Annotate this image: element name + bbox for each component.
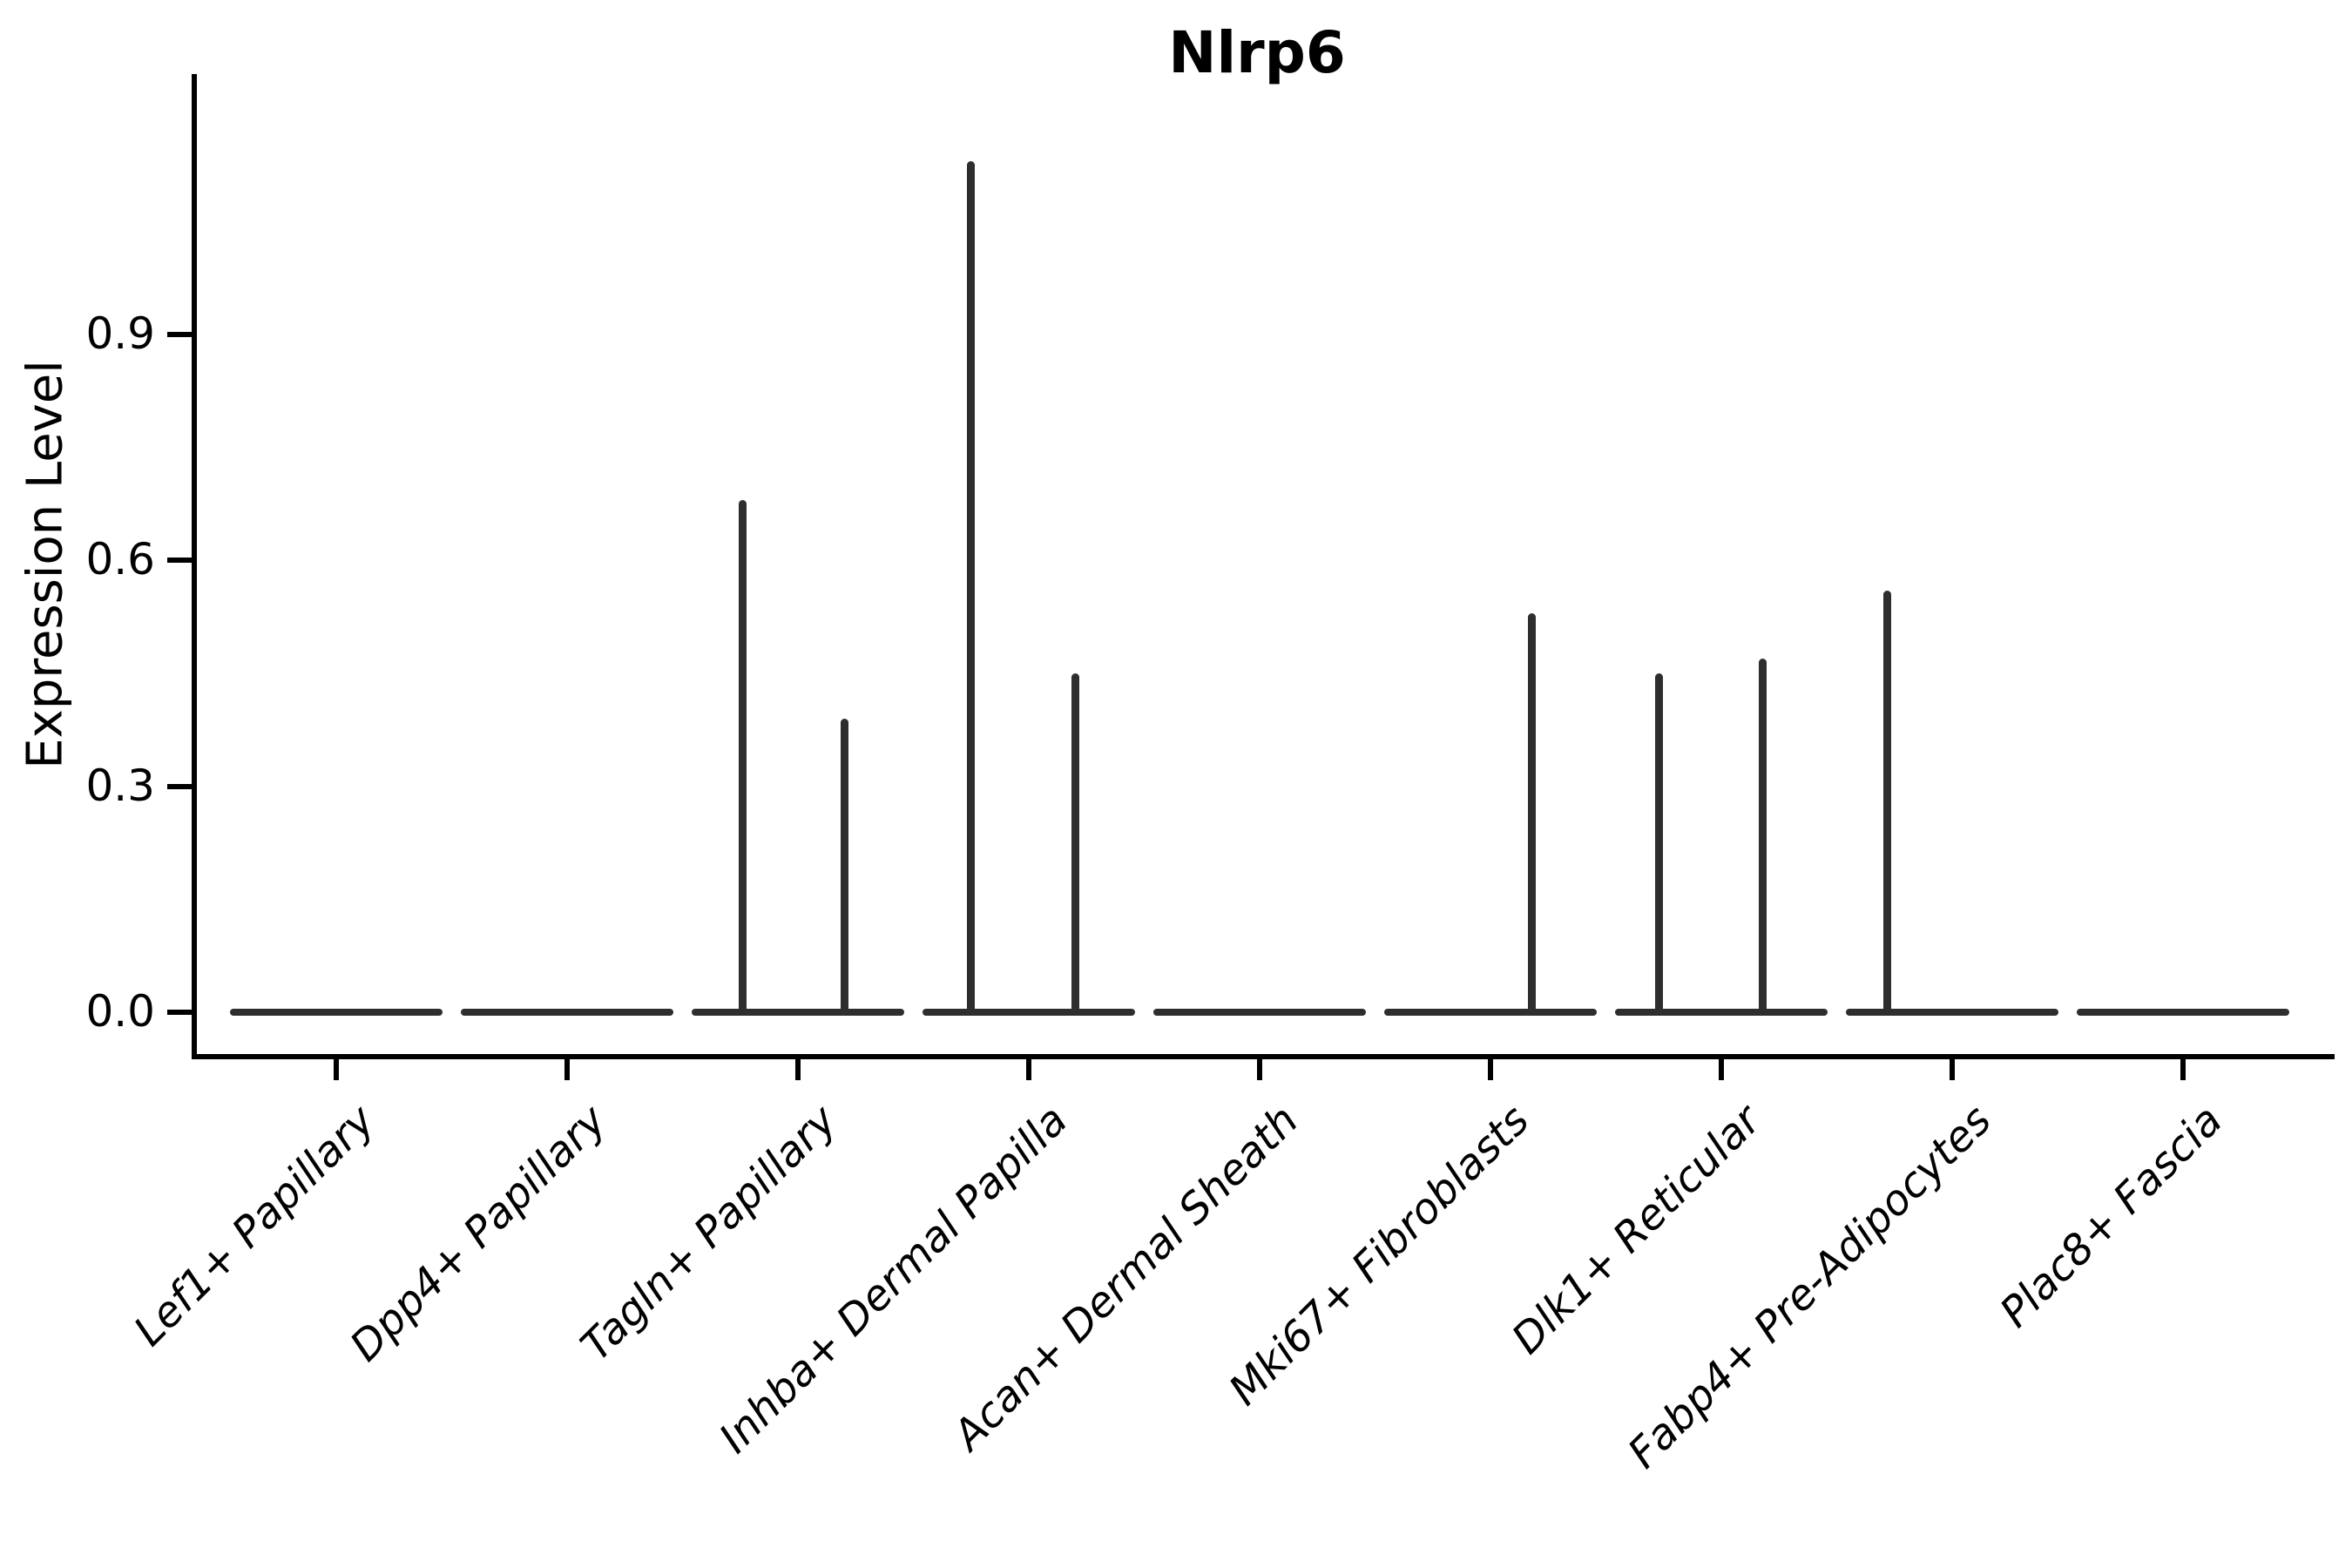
violin-spike (1528, 612, 1537, 1016)
x-tick-mark (564, 1059, 570, 1080)
y-tick-mark (167, 558, 192, 564)
violin-baseline (230, 1009, 443, 1016)
violin-spike (1654, 673, 1663, 1016)
x-tick-label: Dpp4+ Papillary (341, 1096, 616, 1371)
x-tick-label: Tagln+ Papillary (571, 1096, 847, 1371)
x-tick-label: Plac8+ Fascia (1990, 1096, 2232, 1337)
y-tick-mark (167, 332, 192, 338)
violin-baseline (1846, 1009, 2058, 1016)
violin-baseline (692, 1009, 904, 1016)
y-tick-mark (167, 783, 192, 789)
y-tick-label: 0.3 (85, 760, 155, 811)
x-tick-mark (1257, 1059, 1262, 1080)
y-tick-label: 0.9 (85, 308, 155, 359)
violin-baseline (923, 1009, 1135, 1016)
violin-baseline (1615, 1009, 1828, 1016)
violin-spike (1883, 590, 1892, 1016)
y-tick-label: 0.6 (85, 534, 155, 585)
y-tick-mark (167, 1010, 192, 1015)
x-tick-mark (795, 1059, 801, 1080)
violin-spike (1759, 658, 1767, 1016)
x-tick-mark (334, 1059, 339, 1080)
x-tick-mark (1719, 1059, 1724, 1080)
x-tick-label: Lef1+ Papillary (125, 1096, 385, 1356)
violin-baseline (461, 1009, 673, 1016)
violin-spike (1071, 673, 1079, 1016)
violin-spike (738, 500, 747, 1016)
violin-baseline (2077, 1009, 2289, 1016)
x-tick-label: Dlk1+ Reticular (1502, 1096, 1770, 1364)
violin-baseline (1384, 1009, 1597, 1016)
violin-baseline (1153, 1009, 1366, 1016)
y-axis-spine (192, 74, 197, 1059)
x-axis-spine (192, 1054, 2335, 1059)
violin-spike (967, 161, 976, 1016)
violin-spike (840, 718, 848, 1016)
x-tick-mark (1488, 1059, 1493, 1080)
chart-title: Nlrp6 (1168, 19, 1346, 86)
x-tick-mark (1950, 1059, 1955, 1080)
x-tick-mark (2180, 1059, 2186, 1080)
x-tick-label: Fabp4+ Pre-Adipocytes (1619, 1096, 2001, 1478)
y-tick-label: 0.0 (85, 985, 155, 1037)
x-tick-mark (1026, 1059, 1031, 1080)
